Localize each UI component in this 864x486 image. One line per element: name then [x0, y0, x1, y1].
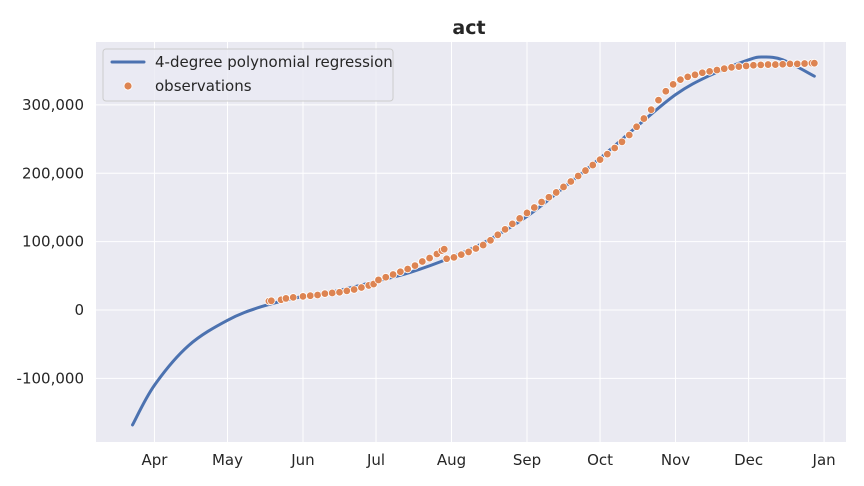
- observation-point: [442, 254, 451, 263]
- x-tick-label: Nov: [661, 451, 690, 469]
- observation-point: [741, 61, 751, 71]
- legend-marker-swatch: [123, 81, 133, 91]
- observation-point: [793, 59, 802, 69]
- observation-point: [313, 290, 322, 300]
- observation-point: [508, 219, 517, 229]
- observation-point: [328, 288, 337, 298]
- observation-point: [581, 166, 590, 175]
- observation-point: [661, 87, 671, 96]
- observation-point: [552, 188, 561, 197]
- observation-point: [712, 65, 722, 75]
- observation-point: [478, 240, 488, 250]
- observation-point: [449, 253, 459, 262]
- observation-point: [756, 60, 765, 70]
- y-tick-label: 300,000: [22, 96, 84, 114]
- grid: [96, 42, 846, 442]
- x-tick-label: Jun: [290, 451, 314, 469]
- observation-point: [734, 62, 744, 71]
- y-tick-label: 100,000: [22, 233, 84, 251]
- observation-point: [374, 275, 383, 285]
- legend: 4-degree polynomial regression observatio…: [102, 48, 394, 102]
- observation-point: [646, 105, 656, 114]
- observation-point: [573, 171, 583, 181]
- x-axis: Apr May Jun Jul Aug Sep Oct Nov Dec Jan: [141, 451, 835, 469]
- observation-point: [425, 253, 434, 263]
- observation-point: [349, 285, 359, 294]
- observation-point: [676, 75, 685, 84]
- observation-point: [778, 60, 787, 69]
- x-tick-label: Aug: [437, 451, 466, 469]
- y-tick-label: 200,000: [22, 164, 84, 182]
- observation-point: [749, 61, 758, 70]
- chart-title: act: [452, 17, 485, 39]
- y-tick-label: 0: [74, 301, 84, 319]
- observation-point: [471, 244, 481, 253]
- observation-point: [705, 67, 714, 76]
- observation-point: [588, 160, 597, 170]
- observation-point: [298, 292, 308, 301]
- x-tick-label: Oct: [587, 451, 613, 469]
- observation-point: [464, 247, 473, 257]
- observation-point: [559, 182, 568, 192]
- observation-point: [396, 267, 405, 276]
- observation-point: [668, 80, 678, 89]
- observation-point: [763, 60, 773, 69]
- observation-point: [690, 70, 700, 80]
- observation-point: [727, 63, 736, 72]
- observation-point: [810, 58, 819, 68]
- observation-point: [544, 193, 554, 202]
- observation-point: [381, 273, 390, 282]
- observation-point: [440, 244, 449, 254]
- y-tick-label: -100,000: [17, 369, 84, 387]
- legend-label: observations: [155, 77, 252, 95]
- observation-point: [537, 197, 546, 207]
- x-tick-label: Jan: [812, 451, 836, 469]
- observation-point: [785, 59, 795, 69]
- observation-point: [654, 95, 663, 105]
- observation-point: [566, 177, 576, 186]
- observation-point: [388, 270, 398, 279]
- observation-point: [800, 59, 809, 68]
- observation-point: [683, 72, 692, 82]
- observation-point: [771, 60, 780, 69]
- legend-label: 4-degree polynomial regression: [155, 53, 393, 71]
- x-tick-label: Apr: [141, 451, 168, 469]
- observation-point: [639, 114, 649, 123]
- observation-point: [515, 214, 524, 223]
- observation-point: [617, 137, 627, 147]
- observation-point: [522, 208, 532, 218]
- observation-point: [320, 289, 330, 298]
- observation-point: [457, 250, 466, 259]
- y-axis: -100,000 0 100,000 200,000 300,000: [17, 96, 84, 388]
- observation-point: [625, 130, 634, 140]
- series-layer: [131, 55, 819, 427]
- observation-point: [486, 236, 495, 245]
- observation-point: [281, 294, 291, 303]
- observation-point: [610, 143, 619, 153]
- observation-point: [403, 264, 412, 274]
- observation-point: [493, 230, 502, 240]
- x-tick-label: May: [212, 451, 243, 469]
- observation-point: [410, 261, 420, 270]
- legend-box: [102, 48, 394, 102]
- observation-point: [530, 203, 539, 212]
- observation-point: [603, 149, 612, 159]
- observation-point: [267, 296, 276, 306]
- observation-point: [335, 288, 344, 297]
- x-tick-label: Dec: [734, 451, 763, 469]
- observation-point: [418, 257, 427, 266]
- observation-point: [500, 225, 510, 234]
- x-tick-label: Jul: [366, 451, 385, 469]
- observation-point: [357, 283, 366, 292]
- x-tick-label: Sep: [513, 451, 541, 469]
- observation-point: [698, 68, 707, 77]
- observation-point: [720, 64, 729, 73]
- observation-point: [595, 155, 605, 164]
- observation-point: [632, 122, 641, 131]
- observation-point: [342, 286, 352, 296]
- observation-point: [306, 291, 315, 300]
- observation-point: [289, 293, 298, 302]
